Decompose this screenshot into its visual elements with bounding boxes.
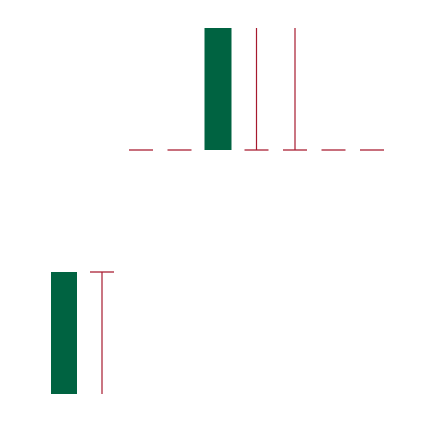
candle-body bbox=[51, 272, 77, 394]
candle-body bbox=[204, 28, 232, 150]
